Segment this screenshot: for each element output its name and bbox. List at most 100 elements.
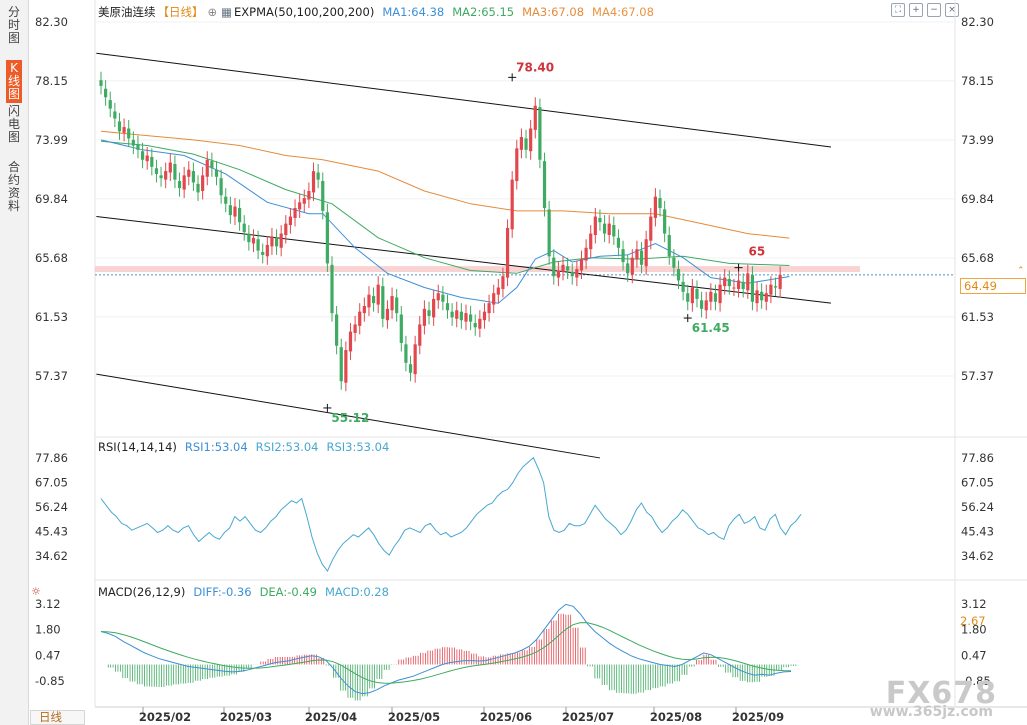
candle-body-72 xyxy=(432,298,436,318)
candle-body-93 xyxy=(529,128,533,152)
candle-body-54 xyxy=(348,331,353,352)
period-label[interactable]: 【日线】 xyxy=(157,5,204,19)
candle-body-108 xyxy=(598,217,602,223)
candle-body-66 xyxy=(404,344,408,363)
candle-body-75 xyxy=(445,303,450,311)
candle-body-37 xyxy=(270,236,274,247)
close-icon[interactable]: × xyxy=(945,3,959,17)
candle-body-102 xyxy=(570,271,574,277)
candle-body-36 xyxy=(265,244,269,257)
ma2-line xyxy=(100,140,790,274)
candle-body-121 xyxy=(658,198,662,209)
candle-body-119 xyxy=(649,216,653,241)
candle-body-46 xyxy=(311,171,316,193)
candle-body-73 xyxy=(436,293,440,301)
period-tab-daily[interactable]: 日线 xyxy=(30,710,85,725)
sidebar-tab-1[interactable]: K线图 xyxy=(6,60,22,103)
candle-body-83 xyxy=(482,311,487,321)
candle-body-135 xyxy=(723,277,727,287)
candle-body-144 xyxy=(764,293,768,302)
sidebar-tab-3[interactable]: 合约资料 xyxy=(7,160,20,213)
macd-tick-right-0: 3.12 xyxy=(961,597,987,611)
macd-value: MACD:0.28 xyxy=(324,585,389,599)
candle-body-22 xyxy=(201,175,205,191)
candle-body-129 xyxy=(695,288,699,299)
candle-body-97 xyxy=(547,209,551,257)
sidebar-tab-0[interactable]: 分时图 xyxy=(7,5,20,45)
price-tick-right-2: 73.99 xyxy=(961,133,994,147)
candle-body-55 xyxy=(353,324,357,333)
candle-body-107 xyxy=(593,216,597,235)
sidebar-tab-2[interactable]: 闪电图 xyxy=(7,104,20,144)
rsi3-value: RSI3:53.04 xyxy=(326,440,390,454)
candle-body-100 xyxy=(561,264,565,272)
candle-body-56 xyxy=(358,311,362,326)
candle-body-41 xyxy=(288,216,293,226)
x-label-1: 2025/03 xyxy=(220,710,272,724)
candle-body-117 xyxy=(639,250,644,265)
rsi-name: RSI(14,14,14) xyxy=(98,440,177,454)
candle-body-10 xyxy=(145,155,149,162)
fullscreen-icon[interactable]: ⛶ xyxy=(891,3,905,17)
candle-body-76 xyxy=(450,311,454,318)
candle-body-44 xyxy=(302,198,306,204)
candle-body-142 xyxy=(755,290,759,304)
indicator-grid-icon[interactable]: ▦ xyxy=(221,5,233,19)
price-tick-left-2: 73.99 xyxy=(35,133,68,147)
rsi-tick-left-2: 56.24 xyxy=(35,500,68,514)
candle-body-25 xyxy=(214,169,219,177)
rsi-tick-left-3: 45.43 xyxy=(35,525,68,539)
candle-body-112 xyxy=(616,237,621,248)
x-label-5: 2025/07 xyxy=(562,710,614,724)
rsi2-value: RSI2:53.04 xyxy=(255,440,319,454)
dea-value: DEA:-0.49 xyxy=(259,585,317,599)
candle-body-1 xyxy=(104,88,108,98)
macd-settings-icon[interactable]: ☼ xyxy=(31,585,41,598)
candle-body-96 xyxy=(542,161,547,209)
macd-name: MACD(26,12,9) xyxy=(98,585,186,599)
candle-body-139 xyxy=(741,281,745,289)
candle-body-42 xyxy=(293,208,297,218)
macd-axis-tag: 2.67 xyxy=(960,614,986,628)
candle-body-19 xyxy=(187,169,191,177)
zoom-in-icon[interactable]: + xyxy=(909,3,923,17)
candle-body-138 xyxy=(736,280,741,289)
ma2-value: MA2:65.15 xyxy=(452,5,515,19)
rsi-legend: RSI(14,14,14) RSI1:53.04 RSI2:53.04 RSI3:53… xyxy=(98,440,397,454)
candle-body-140 xyxy=(746,273,750,291)
rsi-tick-left-4: 34.62 xyxy=(35,549,68,563)
candle-body-4 xyxy=(117,121,122,132)
dea-line xyxy=(100,622,792,684)
candle-body-8 xyxy=(136,144,140,150)
indicator-switch-icon[interactable]: ⊕ xyxy=(207,5,218,19)
candle-body-126 xyxy=(681,281,685,292)
candle-body-5 xyxy=(122,127,126,133)
annotation-2: 65 xyxy=(749,245,766,259)
candle-body-134 xyxy=(718,284,722,304)
rsi-tick-right-3: 45.43 xyxy=(961,525,994,539)
rsi-tick-right-4: 34.62 xyxy=(961,549,994,563)
candle-body-122 xyxy=(663,209,667,234)
candle-body-13 xyxy=(159,175,163,179)
rsi-line xyxy=(100,456,802,572)
candle-body-141 xyxy=(750,274,755,302)
candle-body-18 xyxy=(182,175,186,190)
candle-body-11 xyxy=(150,156,154,167)
candle-body-110 xyxy=(607,223,611,235)
price-tick-left-4: 65.68 xyxy=(35,251,68,265)
diff-value: DIFF:-0.36 xyxy=(193,585,252,599)
candle-body-17 xyxy=(177,181,182,189)
candle-body-24 xyxy=(210,161,214,169)
candle-body-147 xyxy=(778,274,782,289)
candle-body-123 xyxy=(667,234,671,257)
annotation-1: 55.12 xyxy=(331,411,369,425)
candle-body-81 xyxy=(473,323,477,328)
candle-body-145 xyxy=(769,284,773,295)
candle-body-30 xyxy=(238,208,242,223)
trend-line-2 xyxy=(96,373,601,459)
zoom-out-icon[interactable]: − xyxy=(927,3,941,17)
macd-tick-right-2: 0.47 xyxy=(961,648,987,662)
candle-body-104 xyxy=(579,259,584,271)
candle-body-51 xyxy=(335,314,339,346)
